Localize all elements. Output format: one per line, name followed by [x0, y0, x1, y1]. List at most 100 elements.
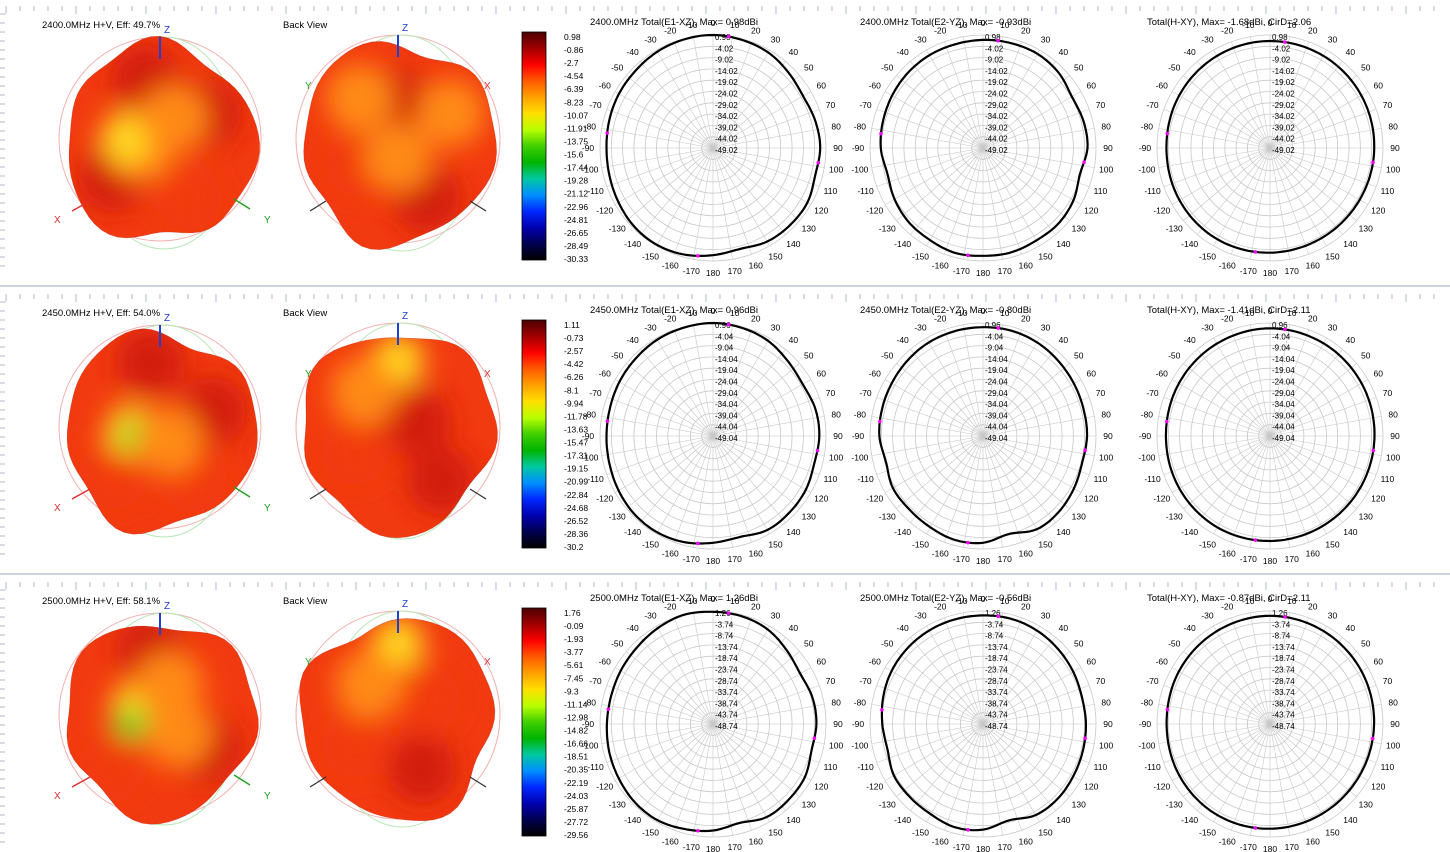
- polar-spoke: [614, 667, 714, 725]
- surface-outline: [304, 337, 498, 539]
- surface-patch: [140, 84, 209, 153]
- polar-spoke: [1269, 617, 1309, 725]
- data-marker: [1164, 419, 1169, 424]
- data-marker: [880, 707, 884, 712]
- angle-tick-label: -170: [953, 266, 970, 276]
- angle-tick-label: -40: [897, 335, 910, 345]
- ring-value-label: -4.02: [985, 44, 1004, 53]
- data-marker: [696, 541, 700, 546]
- angle-tick-label: -100: [581, 165, 598, 175]
- surface-patch: [388, 735, 456, 803]
- angle-tick-label: -20: [934, 26, 947, 36]
- ring-value-label: -9.02: [985, 56, 1004, 65]
- ring-value-label: -24.04: [1272, 378, 1295, 387]
- surface-patch: [325, 64, 394, 132]
- polar-spoke: [712, 723, 825, 744]
- surface-patch: [330, 357, 399, 425]
- angle-tick-label: 0: [1268, 594, 1273, 604]
- pattern-curve: [605, 321, 821, 545]
- ring-value-label: -43.74: [985, 711, 1008, 720]
- polar-spoke: [640, 723, 714, 811]
- polar-spoke: [1213, 435, 1271, 535]
- angle-tick-label: -90: [1139, 431, 1152, 441]
- angle-tick-label: -150: [1199, 827, 1216, 837]
- ring-value-label: -28.74: [1272, 677, 1295, 686]
- angle-tick-label: -60: [1156, 369, 1169, 379]
- polar-spoke: [1158, 723, 1271, 744]
- angle-tick-label: -130: [609, 799, 626, 809]
- axis-stub-left: [309, 488, 327, 500]
- polar-spoke: [982, 75, 1070, 149]
- angle-tick-label: 170: [1285, 266, 1299, 276]
- polar-title: Total(H-XY), Max= -1.41dBi, CirD=2.11: [1147, 305, 1311, 316]
- polar-spoke: [1197, 723, 1271, 811]
- polar-spoke: [963, 435, 984, 548]
- angle-tick-label: 120: [814, 494, 828, 504]
- colorbar-tick-label: -17.31: [564, 451, 588, 461]
- ring-value-label: -19.02: [1272, 78, 1295, 87]
- angle-tick-label: 50: [1074, 351, 1084, 361]
- polar-spoke: [944, 723, 984, 831]
- angle-tick-label: -90: [852, 719, 865, 729]
- pattern-curve: [605, 610, 818, 833]
- polar-spoke: [1197, 349, 1271, 437]
- angle-tick-label: 100: [1099, 165, 1113, 175]
- angle-tick-label: 90: [1390, 143, 1400, 153]
- angle-tick-label: -110: [857, 474, 874, 484]
- polar-spoke: [982, 435, 1003, 548]
- polar-spoke: [884, 435, 984, 493]
- polar-spoke: [1171, 147, 1271, 205]
- polar-spoke: [871, 128, 984, 149]
- ring-value-label: -49.02: [715, 146, 738, 155]
- angle-tick-label: -30: [644, 35, 657, 45]
- polar-spoke: [876, 435, 984, 475]
- angle-tick-label: 50: [1361, 351, 1371, 361]
- angle-tick-label: 50: [1074, 639, 1084, 649]
- data-marker: [996, 38, 1000, 43]
- angle-tick-label: 120: [814, 782, 828, 792]
- data-marker: [1253, 826, 1258, 830]
- polar-spoke: [712, 435, 812, 493]
- angle-tick-label: -70: [859, 100, 872, 110]
- angle-tick-label: -20: [1221, 314, 1234, 324]
- angle-tick-label: 50: [1074, 63, 1084, 73]
- polar-spoke: [982, 128, 1095, 149]
- angle-tick-label: 70: [1096, 388, 1106, 398]
- angle-tick-label: -10: [1242, 596, 1255, 606]
- polar-spoke: [693, 147, 714, 260]
- angle-tick-label: 140: [1056, 815, 1070, 825]
- angle-tick-label: 40: [789, 335, 799, 345]
- polar-spoke: [982, 435, 1070, 509]
- angle-tick-label: -130: [609, 223, 626, 233]
- polar-spoke: [712, 435, 820, 475]
- polar-spoke: [712, 435, 786, 523]
- polar-spoke: [606, 147, 714, 187]
- colorbar-tick-label: -16.66: [564, 739, 588, 749]
- polar-spoke: [712, 349, 786, 437]
- polar-spoke: [712, 416, 825, 437]
- ring-value-label: -44.04: [985, 423, 1008, 432]
- x-axis-line: [71, 200, 91, 212]
- polar-spoke: [944, 41, 984, 149]
- polar-spoke: [944, 617, 984, 725]
- ring-value-label: -4.02: [715, 44, 734, 53]
- polar-spoke: [1183, 147, 1271, 221]
- ring-value-label: -44.02: [1272, 135, 1295, 144]
- polar-spoke: [982, 625, 1040, 725]
- angle-tick-label: 170: [728, 266, 742, 276]
- angle-tick-label: 110: [1381, 762, 1395, 772]
- polar-spoke: [1163, 147, 1271, 187]
- angle-tick-label: -160: [932, 548, 949, 558]
- polar-spoke: [1269, 337, 1327, 437]
- polar-spoke: [982, 41, 1022, 149]
- polar-spoke: [982, 435, 1056, 523]
- colorbar-tick-label: -17.44: [564, 163, 588, 173]
- polar-spoke: [982, 723, 1082, 781]
- z-axis-label: Z: [164, 601, 170, 612]
- ring-value-label: -8.74: [715, 632, 734, 641]
- surface-outline: [303, 41, 497, 250]
- angle-tick-label: 0: [981, 306, 986, 316]
- angle-tick-label: 130: [802, 511, 816, 521]
